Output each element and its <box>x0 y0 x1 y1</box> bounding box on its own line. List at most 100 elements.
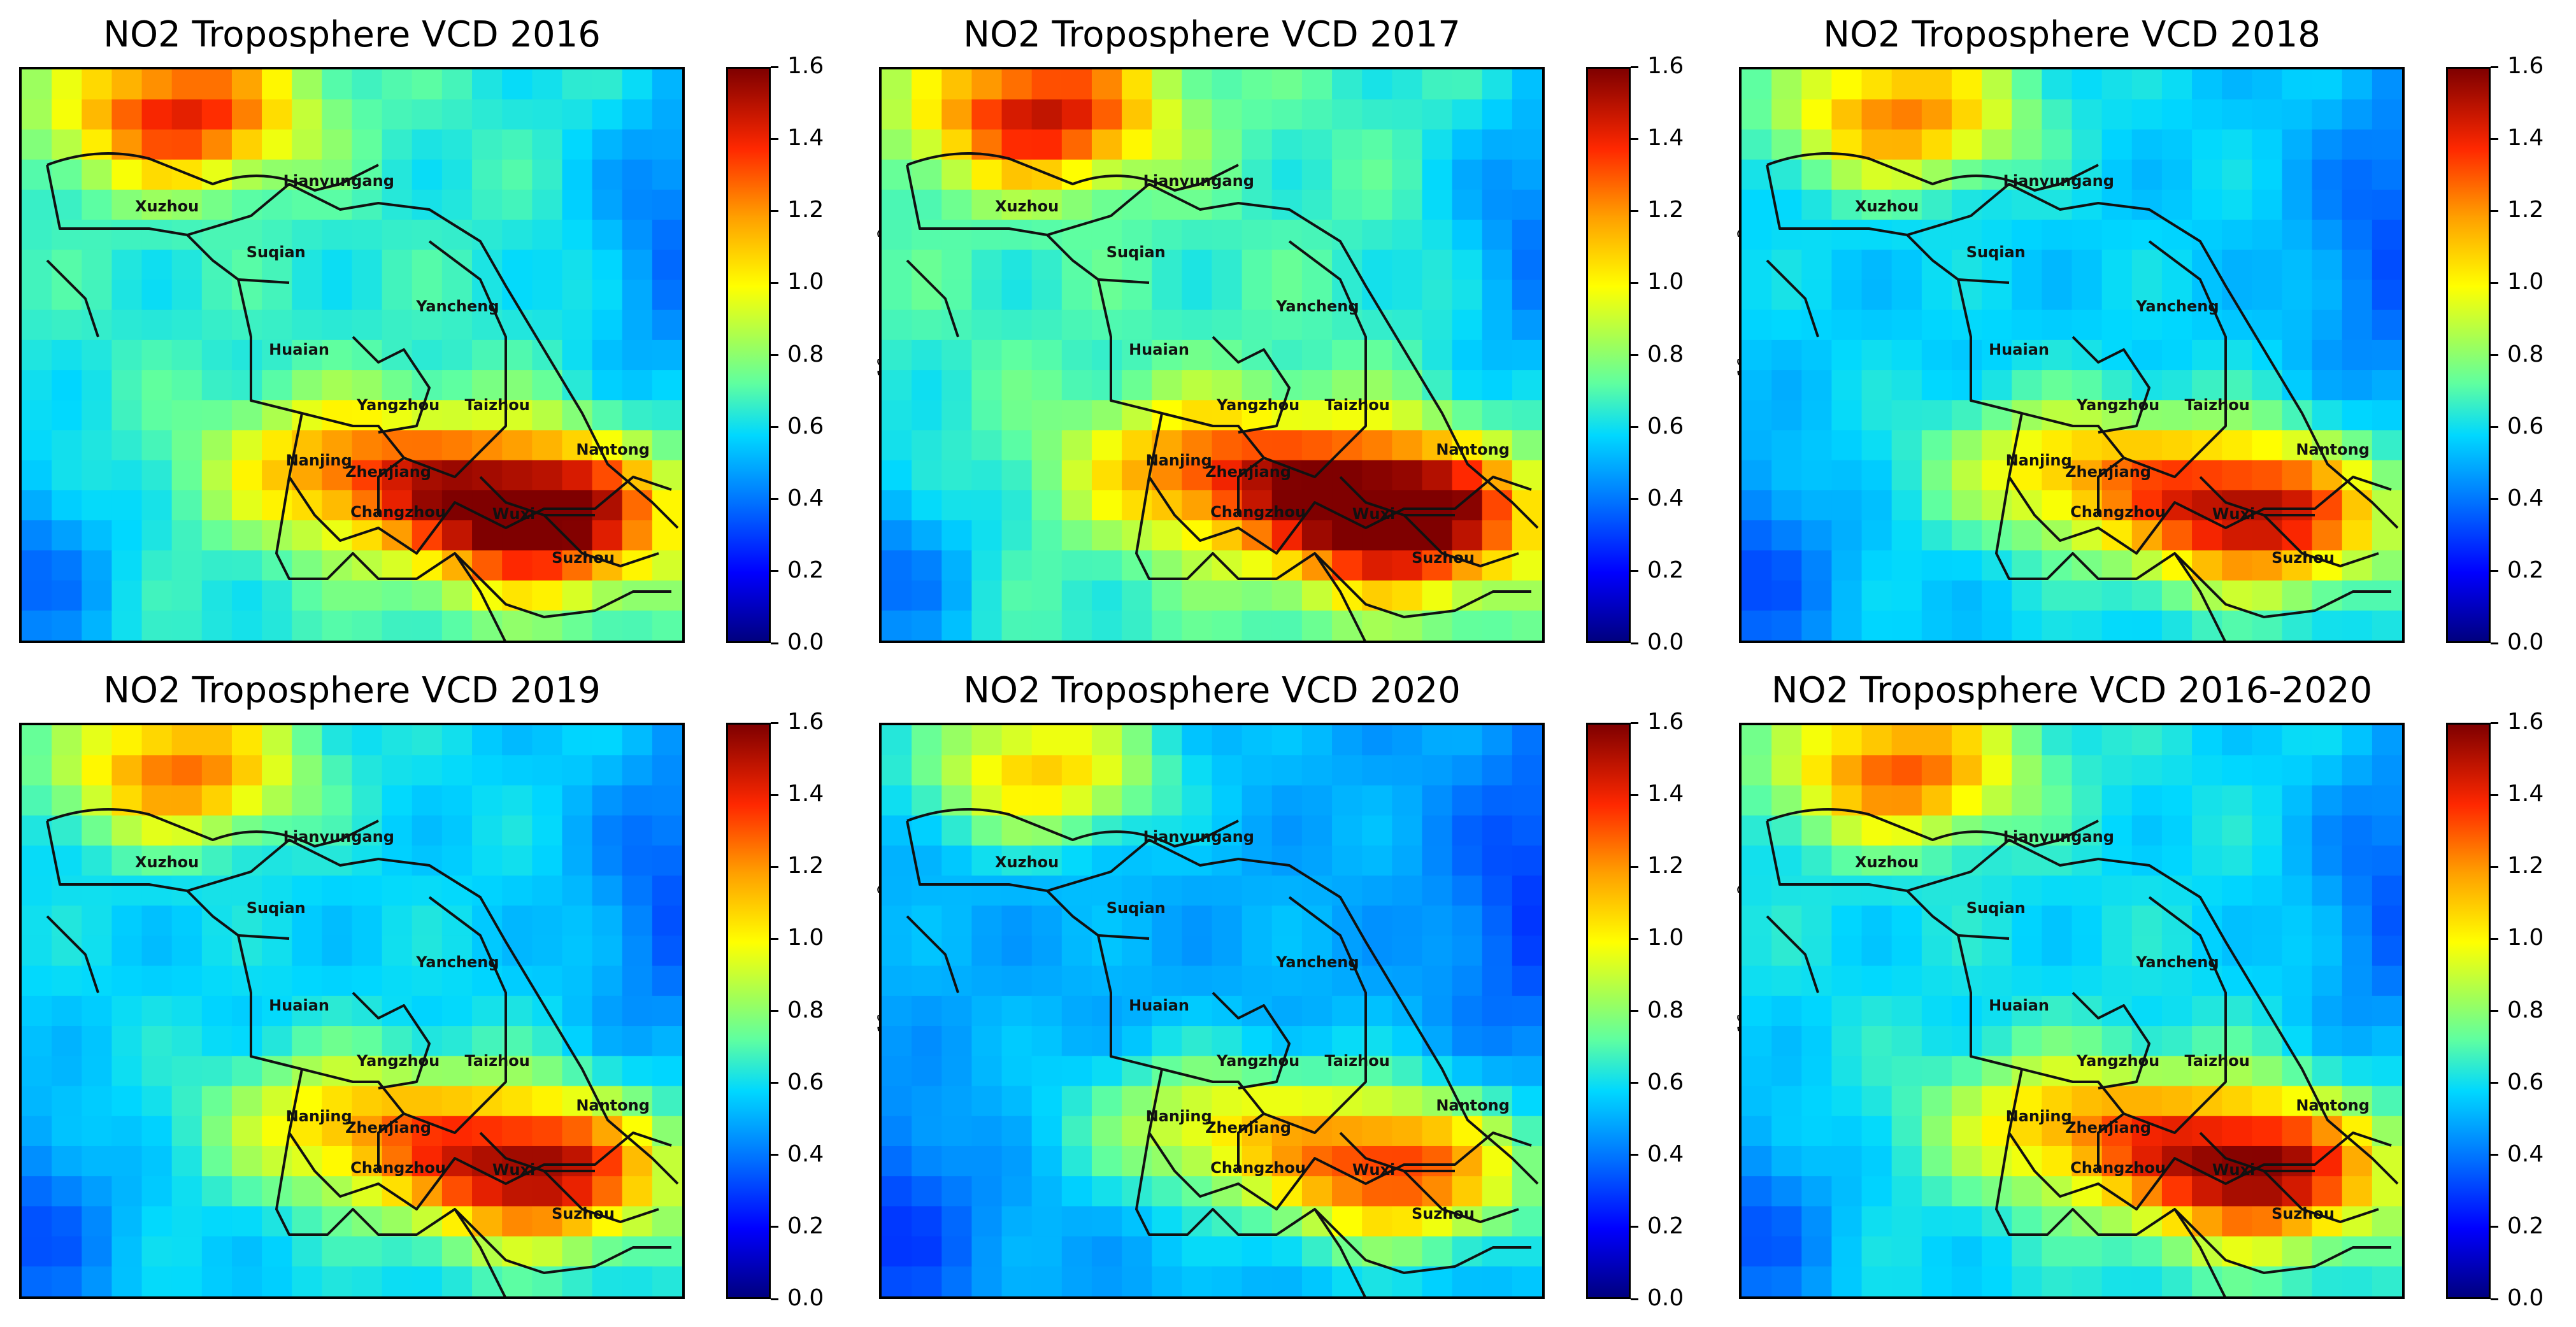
heatmap-cell <box>1001 189 1033 220</box>
heatmap-cell <box>2161 159 2193 190</box>
heatmap-cell <box>941 250 973 281</box>
heatmap-cell <box>1001 69 1033 100</box>
heatmap-cell <box>22 785 52 816</box>
heatmap-cell <box>941 69 973 100</box>
heatmap-cell <box>22 905 52 937</box>
colorbar-tick-label: 1.6 <box>2490 709 2544 735</box>
heatmap-cell <box>171 430 203 461</box>
heatmap-cell <box>2372 189 2402 220</box>
heatmap-cell <box>1031 99 1063 131</box>
heatmap-cell <box>2042 69 2073 100</box>
heatmap-cell <box>532 189 563 220</box>
heatmap-cell <box>1301 129 1333 160</box>
colorbar-tick-label: 1.6 <box>1630 709 1684 735</box>
heatmap-cell <box>292 220 322 250</box>
heatmap-cell <box>171 580 203 611</box>
city-label: Zhenjiang <box>345 463 431 481</box>
heatmap-cell <box>1512 220 1542 250</box>
heatmap-cell <box>2252 129 2283 160</box>
colorbar-tick-label: 0.6 <box>1630 413 1684 439</box>
heatmap-cell <box>292 280 322 311</box>
heatmap-cell <box>941 99 973 131</box>
heatmap-cell <box>622 220 653 250</box>
heatmap-cell <box>52 1086 82 1117</box>
heatmap-cell <box>292 309 322 341</box>
heatmap-cell <box>1742 460 1772 491</box>
heatmap-cell <box>502 550 533 581</box>
heatmap-cell <box>502 520 533 551</box>
heatmap-cell <box>1301 520 1333 551</box>
heatmap-cell <box>592 995 623 1026</box>
heatmap-cell <box>1891 339 1922 371</box>
heatmap-cell <box>322 430 353 461</box>
heatmap-cell <box>592 69 623 100</box>
heatmap-cell <box>441 280 473 311</box>
heatmap-cell <box>22 965 52 997</box>
heatmap-cell <box>1891 520 1922 551</box>
heatmap-cell <box>52 995 82 1026</box>
heatmap-cell <box>111 250 143 281</box>
heatmap-cell <box>971 99 1003 131</box>
colorbar <box>1586 67 1631 643</box>
heatmap-cell <box>1271 69 1303 100</box>
heatmap-cell <box>1241 490 1273 521</box>
heatmap-cell <box>562 755 593 786</box>
heatmap-cell <box>1182 339 1213 371</box>
heatmap-cell <box>1301 400 1333 431</box>
heatmap-cell <box>1212 550 1243 581</box>
heatmap-cell <box>322 280 353 311</box>
heatmap-cell <box>622 876 653 906</box>
heatmap-cell <box>52 129 82 160</box>
heatmap-cell <box>1742 490 1772 521</box>
heatmap-cell <box>472 1056 503 1087</box>
heatmap-cell <box>141 339 173 371</box>
heatmap-cell <box>1861 309 1893 341</box>
heatmap-cell <box>2012 159 2042 190</box>
heatmap-cell <box>971 189 1003 220</box>
heatmap-cell <box>141 785 173 816</box>
colorbar-tick-label: 1.4 <box>2490 125 2544 152</box>
heatmap-cell <box>141 905 173 937</box>
heatmap-cell <box>2312 370 2343 401</box>
heatmap-cell <box>2012 129 2042 160</box>
heatmap-cell <box>1742 280 1772 311</box>
heatmap-cell <box>1742 250 1772 281</box>
heatmap-cell <box>141 876 173 906</box>
colorbar-tick-label: 0.0 <box>770 629 824 655</box>
heatmap-cell <box>1091 250 1122 281</box>
heatmap-cell <box>82 1146 113 1177</box>
heatmap-cell <box>52 490 82 521</box>
heatmap-cell <box>1831 370 1863 401</box>
heatmap-cell <box>52 400 82 431</box>
heatmap-cell <box>352 935 383 967</box>
heatmap-cell <box>912 550 942 581</box>
city-label: Suqian <box>1106 899 1166 918</box>
city-label: Zhenjiang <box>345 1119 431 1137</box>
heatmap-cell <box>1362 99 1392 131</box>
heatmap-cell <box>171 935 203 967</box>
heatmap-cell <box>1301 490 1333 521</box>
colorbar-tick-label: 0.8 <box>1630 997 1684 1023</box>
heatmap-cell <box>2161 309 2193 341</box>
heatmap-cell <box>2342 610 2373 641</box>
heatmap-cell <box>2161 220 2193 250</box>
heatmap-cell <box>1861 250 1893 281</box>
city-boundary <box>275 476 671 618</box>
heatmap-cell <box>532 815 563 846</box>
heatmap-cell <box>231 339 262 371</box>
heatmap-cell <box>411 159 443 190</box>
heatmap-cell <box>1452 339 1483 371</box>
city-label: Taizhou <box>1324 1052 1390 1070</box>
heatmap-cell <box>1771 550 1802 581</box>
heatmap-cell <box>1271 309 1303 341</box>
heatmap-cell <box>2131 430 2163 461</box>
heatmap-cell <box>1951 69 1982 100</box>
heatmap-cell <box>171 785 203 816</box>
heatmap-cell <box>2252 159 2283 190</box>
heatmap-cell <box>231 520 262 551</box>
heatmap-cell <box>141 755 173 786</box>
heatmap-cell <box>592 280 623 311</box>
heatmap-cell <box>441 129 473 160</box>
heatmap-cell <box>82 520 113 551</box>
heatmap-cell <box>882 189 912 220</box>
